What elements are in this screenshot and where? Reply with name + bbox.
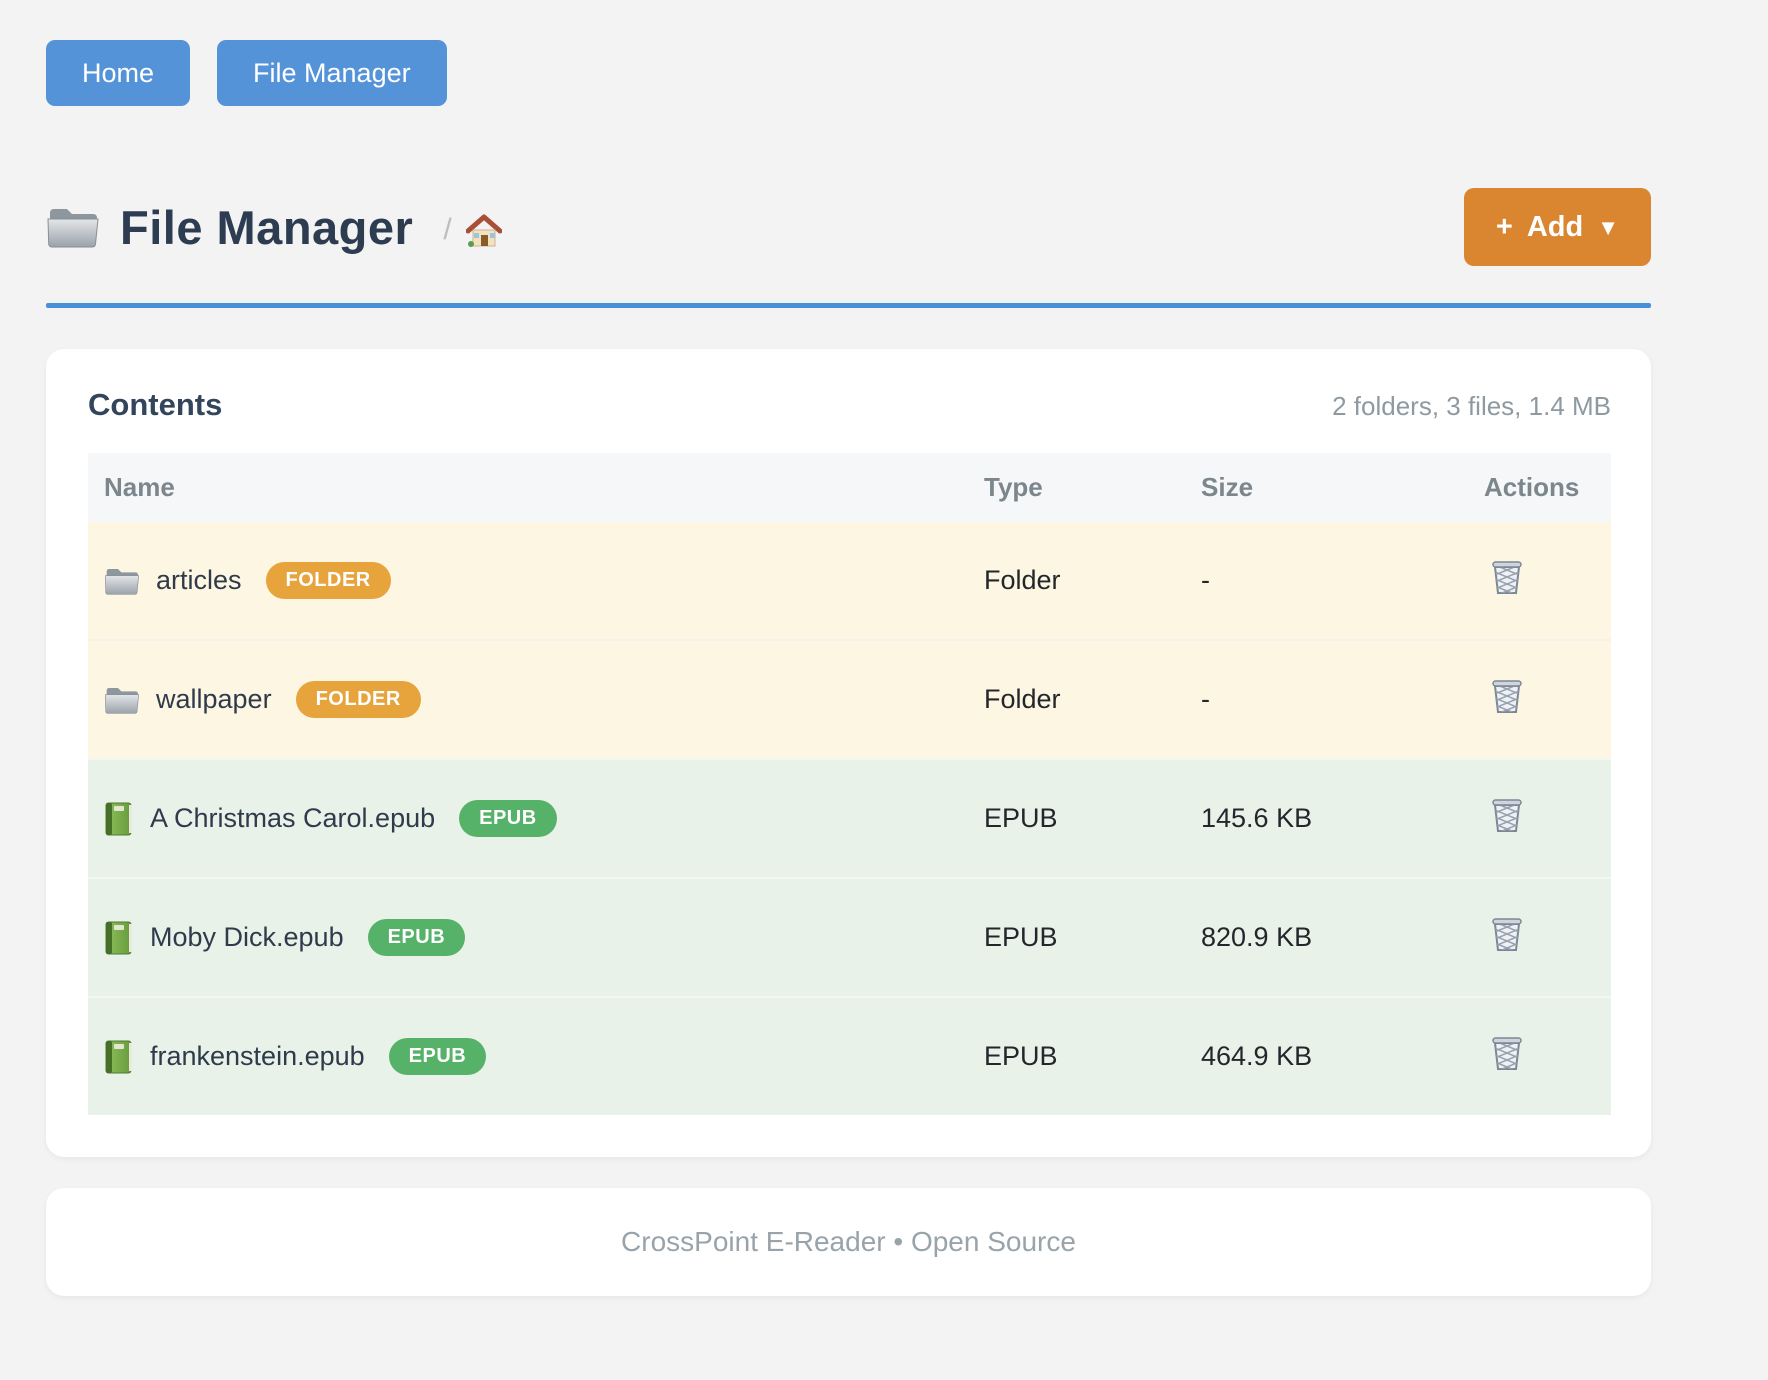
title-row: File Manager / + Add ▼ [46,188,1651,266]
top-nav: Home File Manager [46,40,1651,106]
home-nav-button[interactable]: Home [46,40,191,106]
add-button[interactable]: + Add ▼ [1463,188,1651,266]
folder-badge: FOLDER [295,681,421,718]
file-name[interactable]: frankenstein.epub [150,1041,365,1071]
contents-table: Name Type Size Actions articles FOLDER F [88,453,1611,1115]
caret-down-icon: ▼ [1597,215,1619,240]
card-header: Contents 2 folders, 3 files, 1.4 MB [88,387,1611,423]
contents-summary: 2 folders, 3 files, 1.4 MB [1332,391,1611,421]
epub-badge: EPUB [367,919,466,956]
add-button-label: Add [1526,210,1584,243]
book-icon [104,802,134,836]
column-header-name: Name [88,453,968,522]
page-title: File Manager [46,200,413,255]
table-row: articles FOLDER Folder - [88,522,1611,640]
size-cell: 820.9 KB [1185,877,1468,997]
type-cell: EPUB [968,877,1185,997]
size-cell: 464.9 KB [1185,996,1468,1115]
type-cell: Folder [968,639,1185,759]
footer-text: CrossPoint E-Reader • Open Source [621,1226,1076,1257]
size-cell: - [1185,522,1468,640]
delete-button[interactable] [1490,915,1524,953]
delete-button[interactable] [1490,1034,1524,1072]
title-divider [46,303,1651,308]
file-name[interactable]: wallpaper [156,684,272,714]
table-row: A Christmas Carol.epub EPUB EPUB 145.6 K… [88,758,1611,878]
type-cell: Folder [968,522,1185,640]
table-row: wallpaper FOLDER Folder - [88,639,1611,759]
folder-icon [46,205,100,249]
contents-card: Contents 2 folders, 3 files, 1.4 MB Name… [46,349,1651,1157]
file-name[interactable]: A Christmas Carol.epub [150,803,436,833]
type-cell: EPUB [968,758,1185,878]
folder-icon [104,566,140,596]
column-header-size: Size [1185,453,1468,522]
column-header-type: Type [968,453,1185,522]
file-name[interactable]: Moby Dick.epub [150,922,344,952]
size-cell: 145.6 KB [1185,758,1468,878]
column-header-actions: Actions [1468,453,1611,522]
book-icon [104,1040,134,1074]
table-header-row: Name Type Size Actions [88,453,1611,522]
folder-icon [104,685,140,715]
contents-heading: Contents [88,387,223,422]
folder-badge: FOLDER [265,562,391,599]
page-title-text: File Manager [120,200,414,254]
home-icon[interactable] [465,214,502,248]
table-row: frankenstein.epub EPUB EPUB 464.9 KB [88,996,1611,1115]
delete-button[interactable] [1490,558,1524,596]
type-cell: EPUB [968,996,1185,1115]
epub-badge: EPUB [388,1038,487,1075]
page-content: Home File Manager File Manager / [46,0,1651,1296]
delete-button[interactable] [1490,677,1524,715]
breadcrumb-separator: / [443,213,452,246]
epub-badge: EPUB [459,800,557,837]
footer-card: CrossPoint E-Reader • Open Source [46,1188,1651,1296]
delete-button[interactable] [1490,796,1524,834]
file-manager-nav-button[interactable]: File Manager [217,40,447,106]
table-row: Moby Dick.epub EPUB EPUB 820.9 KB [88,877,1611,997]
size-cell: - [1185,639,1468,759]
plus-icon: + [1495,210,1513,243]
file-name[interactable]: articles [156,565,242,595]
book-icon [104,921,134,955]
